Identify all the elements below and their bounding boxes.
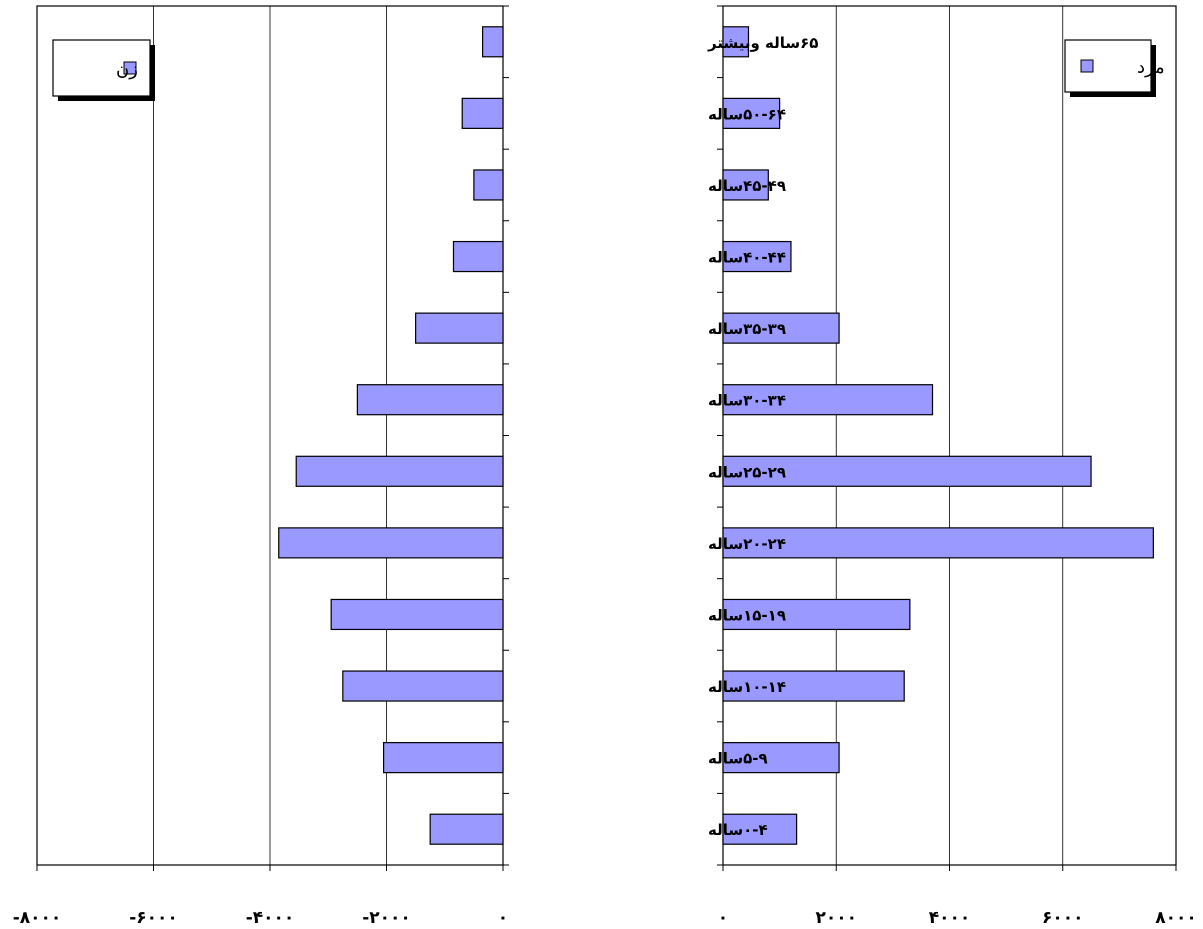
- category-label: ۴۵-۴۹ساله: [708, 177, 786, 195]
- male-panel: ۰ ۲۰۰۰ ۴۰۰۰ ۶۰۰۰ ۸۰۰۰ مرد ۰-۴ساله ۵-۹ساله ۱۰-۱۴س…: [707, 5, 1197, 928]
- female-bar: [473, 169, 504, 201]
- category-label: ۲۰-۲۴ساله: [708, 535, 786, 553]
- category-label: ۶۵ساله وبیشتر: [707, 34, 818, 52]
- male-bar: [722, 26, 750, 58]
- female-bar: [382, 742, 504, 774]
- male-x-tick-label: ۸۰۰۰: [1155, 908, 1197, 928]
- male-bar: [722, 598, 911, 631]
- female-bar: [330, 598, 504, 631]
- female-x-tick-label: -۸۰۰۰: [13, 908, 62, 928]
- female-bar: [356, 384, 504, 416]
- male-bar: [722, 169, 769, 201]
- category-label: ۰-۴ساله: [708, 821, 768, 839]
- male-bar: [722, 455, 1092, 487]
- male-bar: [722, 813, 798, 845]
- male-bar: [722, 384, 934, 416]
- category-label: ۴۰-۴۴ساله: [708, 249, 786, 267]
- male-legend-box: [1064, 39, 1152, 93]
- category-label: ۵۰-۶۴ساله: [708, 105, 786, 123]
- female-bar: [295, 455, 504, 487]
- male-bar: [722, 240, 792, 273]
- female-legend-label: زن: [116, 59, 138, 80]
- male-bar: [722, 312, 840, 344]
- female-panel: -۸۰۰۰ -۶۰۰۰ -۴۰۰۰ -۲۰۰۰ ۰ زن: [13, 5, 509, 928]
- female-legend-swatch: [123, 61, 137, 75]
- male-bar: [722, 97, 781, 129]
- male-x-tick-label: ۴۰۰۰: [929, 908, 971, 928]
- female-x-tick-label: ۰: [498, 908, 508, 928]
- category-label: ۳۰-۳۴ساله: [708, 392, 786, 410]
- female-x-tick-label: -۲۰۰۰: [362, 908, 411, 928]
- female-x-tick-label: -۶۰۰۰: [129, 908, 178, 928]
- female-bar: [452, 240, 504, 273]
- category-label: ۱۰-۱۴ساله: [708, 678, 786, 696]
- category-label: ۵-۹ساله: [708, 750, 768, 768]
- female-bar: [482, 26, 504, 58]
- female-bar: [415, 312, 504, 344]
- female-x-tick-label: -۴۰۰۰: [246, 908, 295, 928]
- male-x-tick-label: ۲۰۰۰: [815, 908, 857, 928]
- male-bar: [722, 670, 905, 702]
- female-bar: [342, 670, 504, 702]
- category-label: ۲۵-۲۹ساله: [708, 463, 786, 481]
- male-bar: [722, 527, 1154, 559]
- category-label: ۱۵-۱۹ساله: [708, 606, 786, 624]
- female-bar: [278, 527, 504, 559]
- male-x-tick-label: ۰: [718, 908, 728, 928]
- female-bar: [429, 813, 504, 845]
- male-bar: [722, 742, 840, 774]
- male-x-tick-label: ۶۰۰۰: [1042, 908, 1084, 928]
- male-legend-label: مرد: [1137, 57, 1165, 78]
- male-legend-swatch: [1080, 59, 1094, 73]
- female-bar: [461, 97, 504, 129]
- category-label: ۳۵-۳۹ساله: [708, 320, 786, 338]
